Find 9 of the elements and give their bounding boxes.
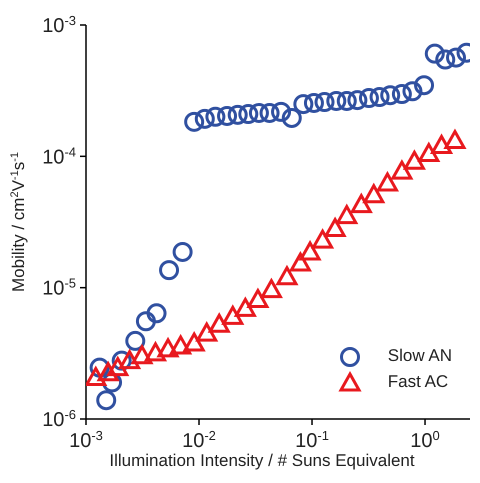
x-tick-label: 10$^{0}$ [410,428,440,452]
y-tick-label: 10$^{-4}$ [42,144,76,168]
legend-label: Slow AN [388,346,452,366]
x-axis-title: Illumination Intensity / # Suns Equivalent [109,451,415,470]
legend-label: Fast AC [388,372,448,392]
x-tick-label: 10$^{-1}$ [295,428,329,452]
y-tick-label: 10$^{-5}$ [42,275,76,300]
y-tick-label: 10$^{-3}$ [42,12,76,37]
x-tick-label: 10$^{-2}$ [182,428,216,452]
